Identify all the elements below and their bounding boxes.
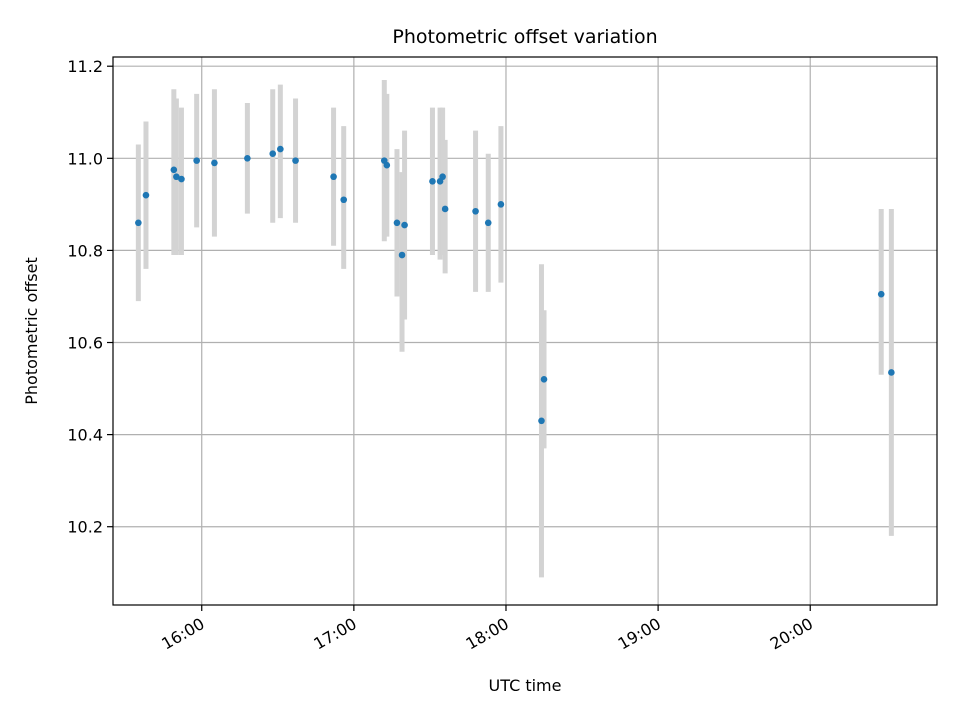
- data-point: [540, 376, 548, 383]
- y-tick-label: 10.4: [67, 426, 103, 445]
- data-point: [441, 205, 449, 213]
- x-axis-label: UTC time: [489, 676, 562, 695]
- data-point: [330, 173, 337, 181]
- data-point: [142, 191, 150, 199]
- grid: [113, 57, 937, 605]
- plot-frame: [112, 56, 938, 606]
- data-point: [269, 150, 277, 158]
- data-point: [538, 417, 545, 425]
- chart-title: Photometric offset variation: [392, 26, 657, 48]
- data-point: [340, 196, 348, 204]
- data-point: [429, 178, 436, 185]
- data-point: [497, 201, 505, 208]
- data-point: [173, 173, 180, 181]
- data-point: [439, 173, 446, 181]
- y-tick-label: 11.0: [67, 149, 103, 168]
- data-point: [393, 219, 401, 227]
- data-point: [292, 157, 299, 164]
- data-point: [170, 166, 178, 174]
- data-point: [193, 157, 200, 164]
- y-tick-label: 10.2: [67, 518, 103, 537]
- data-point: [277, 145, 284, 153]
- y-tick-label: 11.2: [67, 57, 103, 76]
- data-point: [244, 155, 251, 162]
- y-axis-label: Photometric offset: [22, 257, 41, 405]
- data-point: [484, 219, 492, 227]
- data-point: [888, 369, 895, 376]
- data-point: [877, 290, 885, 298]
- data-point: [178, 175, 185, 183]
- data-point: [472, 207, 479, 215]
- data-point: [401, 221, 408, 229]
- data-point: [211, 159, 218, 167]
- data-point: [135, 219, 142, 227]
- y-tick-label: 10.6: [67, 334, 103, 353]
- data-point: [398, 251, 406, 259]
- y-tick-label: 10.8: [67, 241, 103, 260]
- data-point: [383, 161, 391, 169]
- data-points: [135, 145, 895, 425]
